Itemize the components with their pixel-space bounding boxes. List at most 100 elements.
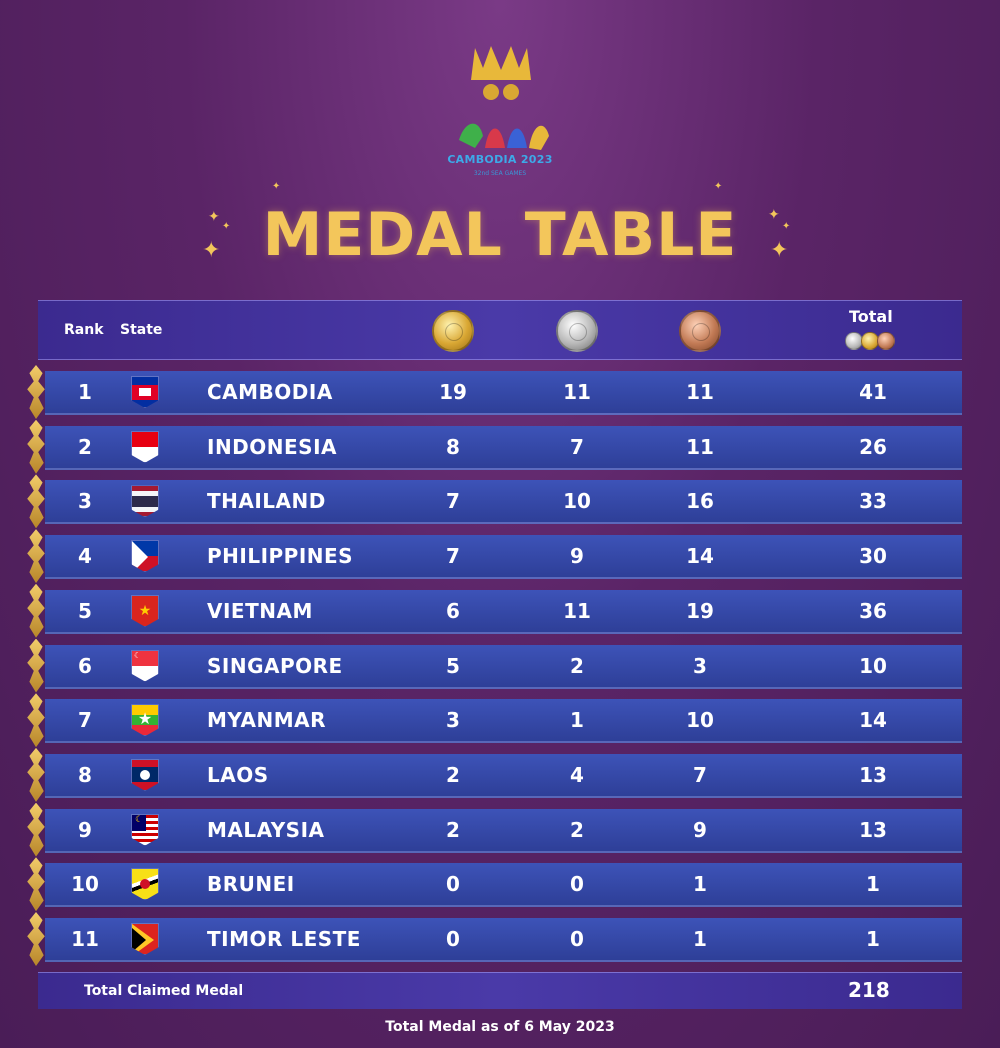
sparkle-icon: ✦: [714, 181, 723, 192]
total-cell: 26: [859, 434, 887, 459]
brunei-flag-icon: [131, 868, 159, 901]
sparkle-icon: ✦: [222, 221, 231, 232]
country-cell: CAMBODIA: [207, 380, 333, 404]
rank-cell: 8: [78, 762, 92, 787]
country-cell: PHILIPPINES: [207, 544, 354, 569]
silver-cell: 10: [563, 489, 591, 514]
country-cell: BRUNEI: [207, 872, 295, 897]
sparkle-icon: ✦: [768, 207, 780, 223]
rank-header: Rank: [64, 322, 104, 338]
gold-cell: 3: [446, 708, 460, 733]
table-row: 9 ☾ MALAYSIA 2 2 9 13: [27, 802, 962, 857]
ornament-icon: [27, 638, 45, 693]
bronze-cell: 9: [693, 817, 707, 842]
bronze-cell: 19: [686, 598, 714, 623]
total-cell: 30: [859, 544, 887, 569]
gold-cell: 8: [446, 434, 460, 459]
total-cell: 1: [866, 872, 880, 897]
ornament-icon: [27, 419, 45, 474]
total-cell: 36: [859, 598, 887, 623]
country-cell: VIETNAM: [207, 598, 313, 623]
total-cell: 10: [859, 653, 887, 678]
bronze-cell: 11: [686, 434, 714, 459]
gold-medal-icon: [432, 310, 474, 352]
gold-cell: 6: [446, 598, 460, 623]
silver-cell: 1: [570, 708, 584, 733]
silver-cell: 9: [570, 544, 584, 569]
bronze-medal-icon: [877, 332, 895, 350]
total-cell: 13: [859, 817, 887, 842]
table-row: 10 BRUNEI 0 0 1 1: [27, 857, 962, 912]
rank-cell: 10: [71, 872, 99, 897]
rank-cell: 7: [78, 708, 92, 733]
table-row: 8 LAOS 2 4 7 13: [27, 747, 962, 802]
silver-cell: 2: [570, 653, 584, 678]
ornament-icon: [27, 802, 45, 857]
laos-flag-icon: [131, 758, 159, 791]
total-cell: 33: [859, 489, 887, 514]
ornament-icon: [27, 857, 45, 912]
country-cell: INDONESIA: [207, 434, 338, 459]
sparkle-icon: ✦: [208, 209, 220, 225]
table-row: 2 INDONESIA 8 7 11 26: [27, 419, 962, 474]
gold-cell: 7: [446, 544, 460, 569]
philippines-flag-icon: [131, 540, 159, 573]
date-note: Total Medal as of 6 May 2023: [385, 1019, 615, 1035]
gold-cell: 2: [446, 762, 460, 787]
gold-cell: 5: [446, 653, 460, 678]
malaysia-flag-icon: ☾: [131, 813, 159, 846]
bronze-cell: 11: [686, 380, 714, 404]
total-claimed-bar: Total Claimed Medal 218: [38, 972, 962, 1009]
silver-cell: 2: [570, 817, 584, 842]
table-row: 11 TIMOR LESTE 0 0 1 1: [27, 912, 962, 966]
silver-cell: 0: [570, 927, 584, 951]
bronze-cell: 10: [686, 708, 714, 733]
table-header: Rank State Total: [38, 300, 962, 360]
total-cell: 41: [859, 380, 887, 404]
table-row: 1 CAMBODIA 19 11 11 41: [27, 365, 962, 419]
table-row: 6 ☾ SINGAPORE 5 2 3 10: [27, 638, 962, 693]
page-title: MEDAL TABLE: [262, 200, 738, 270]
cambodia-flag-icon: [131, 376, 159, 408]
rank-cell: 9: [78, 817, 92, 842]
bronze-cell: 1: [693, 872, 707, 897]
ornament-icon: [27, 365, 45, 419]
silver-medal-icon: [556, 310, 598, 352]
ornament-icon: [27, 912, 45, 966]
sparkle-icon: ✦: [770, 238, 789, 263]
bronze-cell: 16: [686, 489, 714, 514]
country-cell: LAOS: [207, 762, 269, 787]
total-cell: 14: [859, 708, 887, 733]
rank-cell: 6: [78, 653, 92, 678]
vietnam-flag-icon: ★: [131, 594, 159, 627]
ornament-icon: [27, 474, 45, 529]
table-row: 7 ★ MYANMAR 3 1 10 14: [27, 693, 962, 748]
singapore-flag-icon: ☾: [131, 649, 159, 682]
country-cell: MYANMAR: [207, 708, 326, 733]
ornament-icon: [27, 529, 45, 584]
total-header: Total: [849, 307, 893, 326]
table-row: 3 THAILAND 7 10 16 33: [27, 474, 962, 529]
ornament-icon: [27, 583, 45, 638]
gold-cell: 0: [446, 927, 460, 951]
country-cell: SINGAPORE: [207, 653, 343, 678]
silver-cell: 4: [570, 762, 584, 787]
silver-cell: 11: [563, 598, 591, 623]
country-cell: THAILAND: [207, 489, 326, 514]
rank-cell: 5: [78, 598, 92, 623]
gold-cell: 0: [446, 872, 460, 897]
state-header: State: [120, 322, 163, 338]
logo-subtitle: 32nd SEA GAMES: [473, 170, 527, 177]
sparkle-icon: ✦: [272, 181, 281, 192]
bronze-cell: 14: [686, 544, 714, 569]
table-row: 5 ★ VIETNAM 6 11 19 36: [27, 583, 962, 638]
sea-games-logo: [445, 40, 557, 190]
table-row: 4 PHILIPPINES 7 9 14 30: [27, 529, 962, 584]
logo-title: CAMBODIA 2023: [447, 153, 553, 166]
country-cell: MALAYSIA: [207, 817, 325, 842]
total-cell: 1: [866, 927, 880, 951]
total-cell: 13: [859, 762, 887, 787]
bronze-medal-icon: [679, 310, 721, 352]
sparkle-icon: ✦: [202, 238, 221, 263]
rank-cell: 2: [78, 434, 92, 459]
